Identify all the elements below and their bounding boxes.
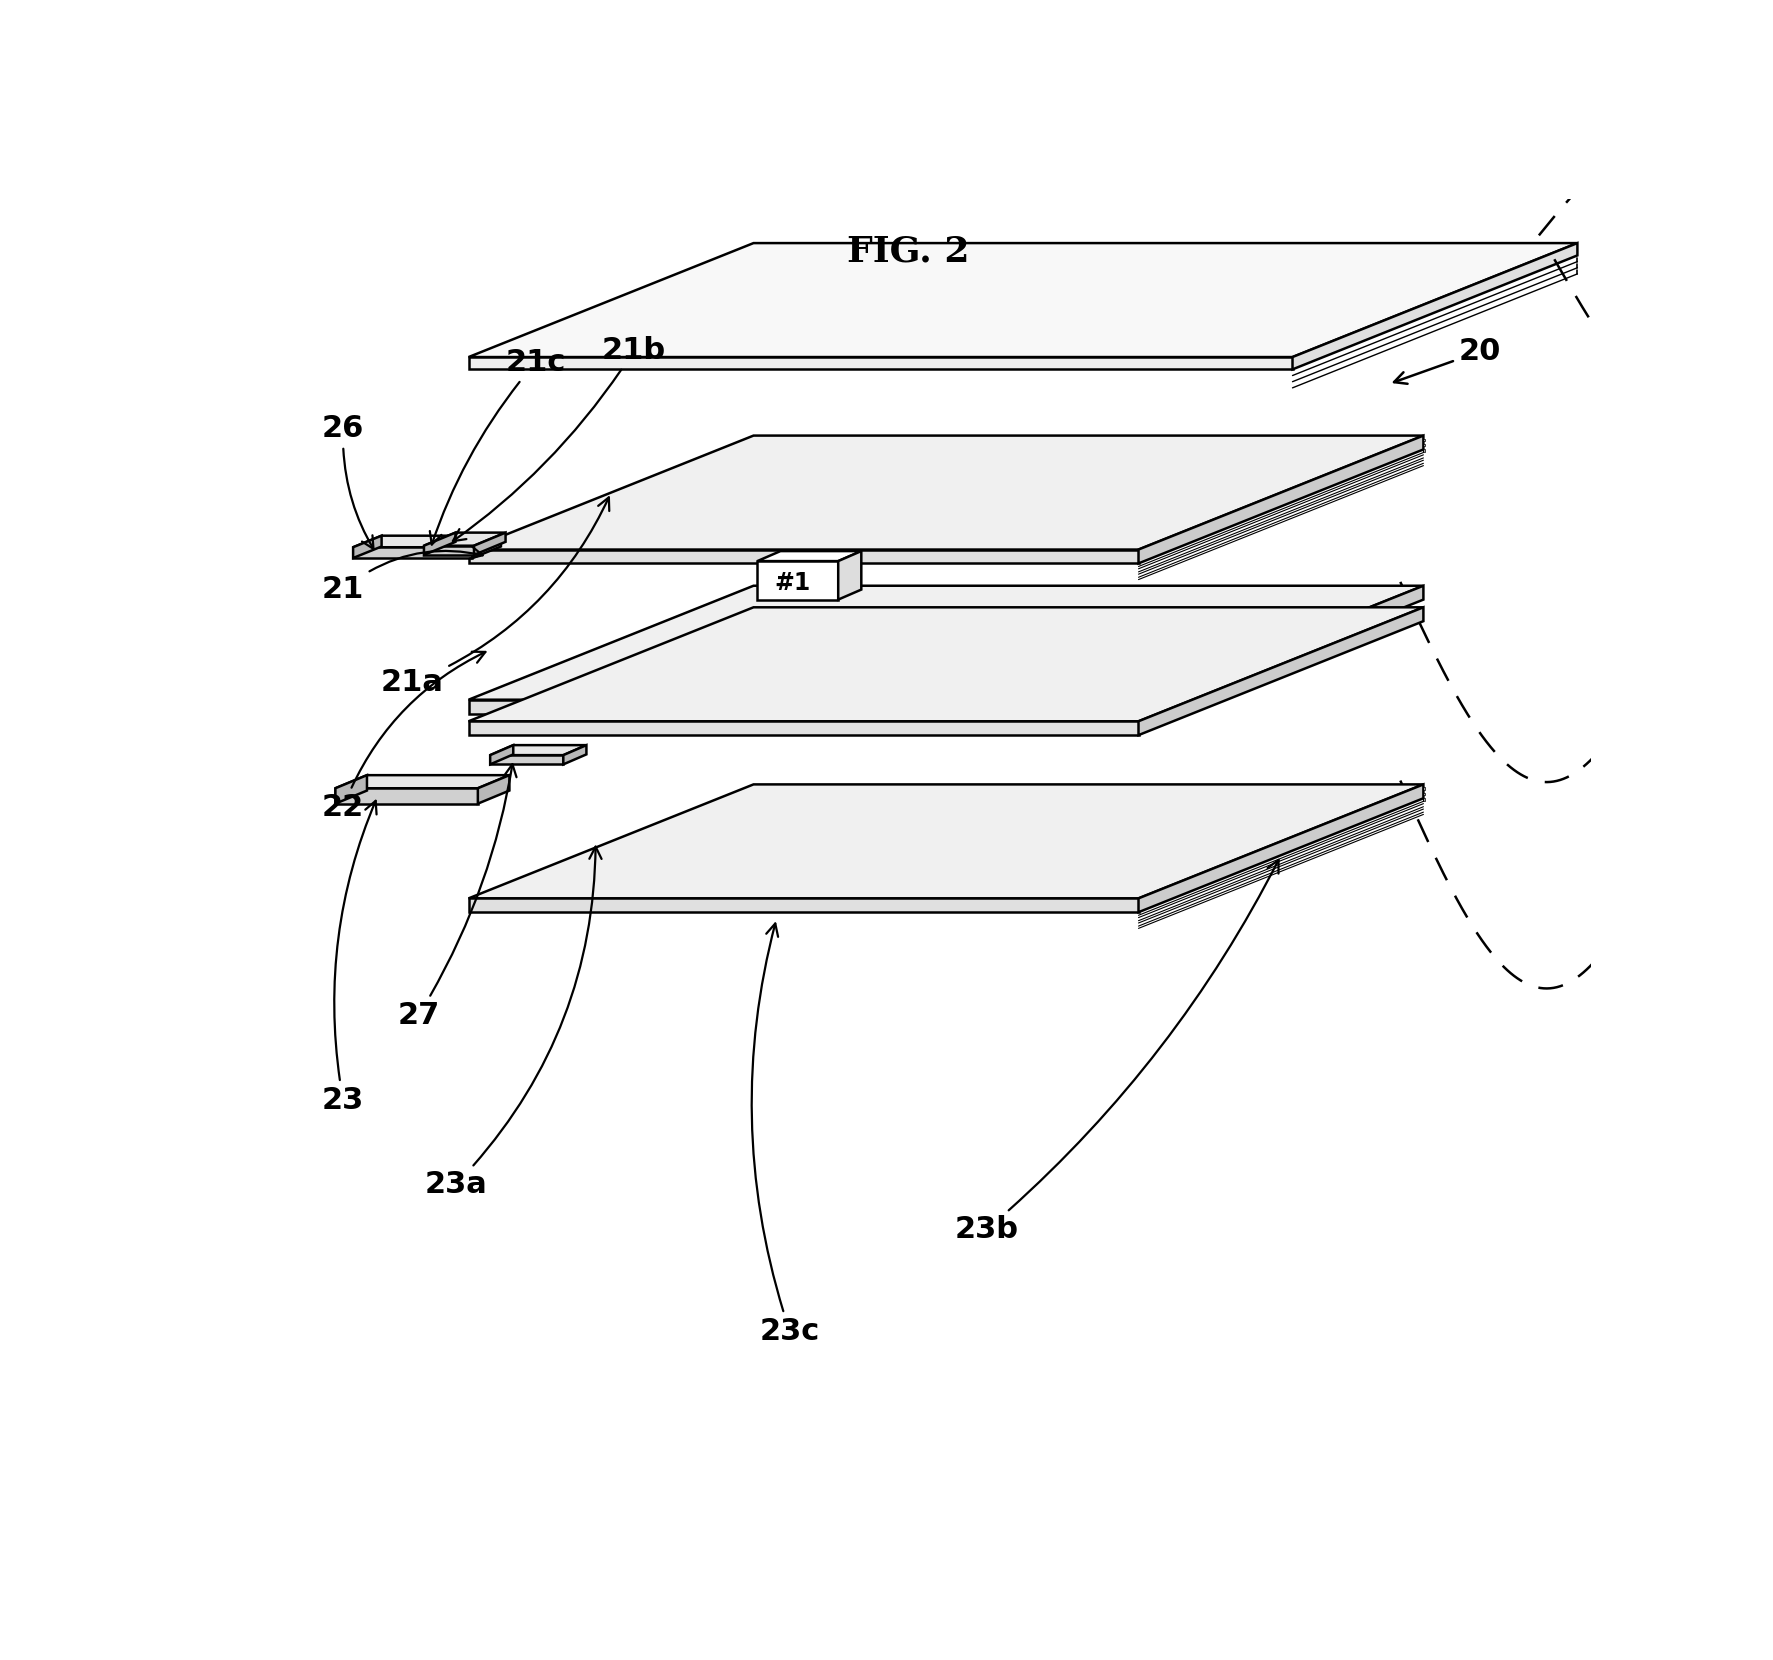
Polygon shape [1138,785,1424,913]
Text: 27: 27 [397,764,516,1029]
Text: 21: 21 [323,546,482,604]
Polygon shape [472,536,502,558]
Polygon shape [473,533,505,554]
Polygon shape [564,745,587,764]
Text: 23c: 23c [752,923,819,1346]
Text: 20: 20 [1394,337,1500,383]
Polygon shape [489,745,512,764]
Polygon shape [468,357,1293,370]
Polygon shape [468,435,1424,549]
Polygon shape [353,548,472,558]
Polygon shape [424,533,505,546]
Polygon shape [468,549,1138,563]
Polygon shape [479,775,509,803]
Polygon shape [468,720,1138,735]
Polygon shape [489,755,564,764]
Polygon shape [1138,586,1424,714]
Text: 26: 26 [323,413,374,549]
Polygon shape [1138,608,1424,735]
Polygon shape [468,785,1424,898]
Polygon shape [424,546,473,554]
Text: 21a: 21a [381,498,610,697]
Text: 21c: 21c [429,349,566,544]
Polygon shape [468,701,1138,714]
Polygon shape [468,242,1578,357]
Text: FIG. 2: FIG. 2 [847,234,970,269]
Text: 23: 23 [323,800,376,1114]
Text: #1: #1 [773,571,810,594]
Polygon shape [353,536,502,548]
Polygon shape [468,608,1424,720]
Polygon shape [468,898,1138,913]
Text: 23b: 23b [956,860,1278,1243]
Text: 21b: 21b [452,335,667,541]
Polygon shape [1138,435,1424,563]
Text: 23a: 23a [424,847,601,1199]
Polygon shape [424,533,456,554]
Polygon shape [468,586,1424,701]
Polygon shape [1293,242,1578,370]
Polygon shape [335,788,479,803]
Polygon shape [757,561,839,599]
Text: 22: 22 [323,652,486,822]
Polygon shape [335,775,367,803]
Polygon shape [353,536,381,558]
Polygon shape [335,775,509,788]
Polygon shape [757,551,862,561]
Polygon shape [489,745,587,755]
Polygon shape [839,551,862,599]
